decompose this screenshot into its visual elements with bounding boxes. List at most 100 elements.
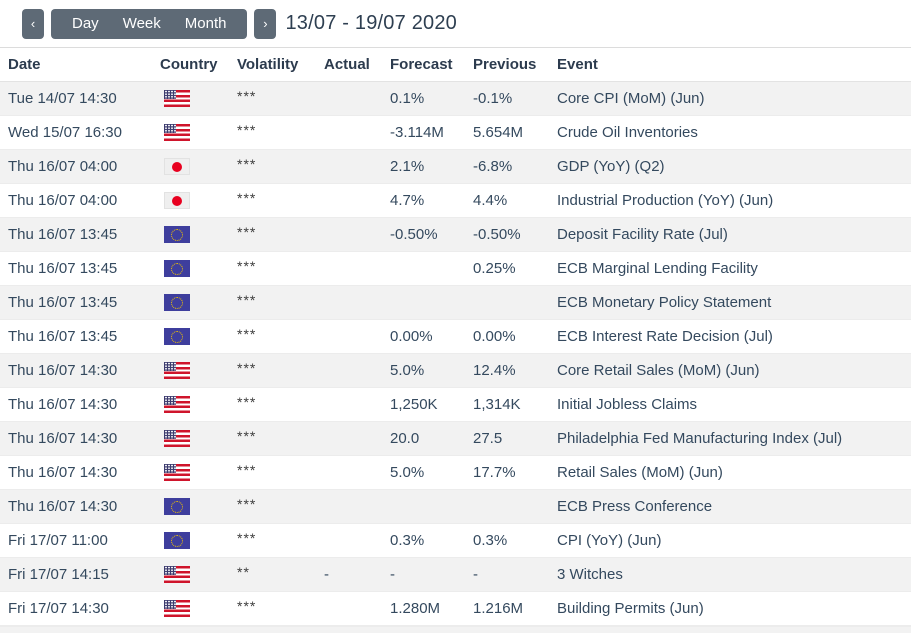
forecast-value: 1,250K (390, 396, 438, 413)
flag-jp-icon (164, 192, 190, 210)
flag-us-icon (164, 90, 190, 108)
flag-eu-icon (164, 260, 190, 278)
event-name[interactable]: Core CPI (MoM) (Jun) (557, 90, 705, 107)
column-header-country: Country (160, 56, 218, 73)
event-date: Thu 16/07 14:30 (8, 362, 118, 379)
event-name[interactable]: ECB Interest Rate Decision (Jul) (557, 328, 773, 345)
calendar-toolbar: ‹ Day Week Month › 13/07 - 19/07 2020 (0, 0, 911, 47)
table-row[interactable]: Thu 16/07 13:45 *** ECB Monetary Policy … (0, 286, 911, 320)
country-cell (160, 498, 237, 516)
view-day-button[interactable]: Day (60, 9, 111, 39)
volatility-stars: *** (237, 427, 257, 444)
volatility-stars: *** (237, 121, 257, 138)
event-name[interactable]: Building Permits (Jun) (557, 600, 704, 617)
event-name[interactable]: Philadelphia Fed Manufacturing Index (Ju… (557, 430, 843, 447)
country-cell (160, 90, 237, 108)
previous-value: 17.7% (473, 464, 516, 481)
event-date: Thu 16/07 13:45 (8, 260, 118, 277)
event-name[interactable]: Crude Oil Inventories (557, 124, 698, 141)
table-row[interactable]: Thu 16/07 14:30 *** 1,250K 1,314K Initia… (0, 388, 911, 422)
flag-us-icon (164, 124, 190, 142)
country-cell (160, 566, 237, 584)
previous-value: 0.00% (473, 328, 516, 345)
event-name[interactable]: Deposit Facility Rate (Jul) (557, 226, 728, 243)
volatility-stars: *** (237, 461, 257, 478)
volatility-stars: *** (237, 597, 257, 614)
flag-eu-icon (164, 226, 190, 244)
previous-value: 4.4% (473, 192, 508, 209)
country-cell (160, 464, 237, 482)
table-row[interactable]: Thu 16/07 13:45 *** -0.50% -0.50% Deposi… (0, 218, 911, 252)
event-name[interactable]: CPI (YoY) (Jun) (557, 532, 662, 549)
event-date: Thu 16/07 14:30 (8, 430, 118, 447)
table-row[interactable]: Thu 16/07 14:30 *** 20.0 27.5 Philadelph… (0, 422, 911, 456)
previous-value: -6.8% (473, 158, 513, 175)
flag-eu-icon (164, 328, 190, 346)
column-header-previous: Previous (473, 56, 537, 73)
flag-us-icon (164, 464, 190, 482)
actual-value: - (324, 566, 329, 583)
event-name[interactable]: ECB Press Conference (557, 498, 713, 515)
volatility-stars: *** (237, 257, 257, 274)
event-name[interactable]: Industrial Production (YoY) (Jun) (557, 192, 774, 209)
table-row[interactable]: Thu 16/07 13:45 *** 0.25% ECB Marginal L… (0, 252, 911, 286)
event-name[interactable]: Retail Sales (MoM) (Jun) (557, 464, 723, 481)
forecast-value: 0.00% (390, 328, 433, 345)
country-cell (160, 294, 237, 312)
view-month-button[interactable]: Month (173, 9, 239, 39)
volatility-stars: *** (237, 393, 257, 410)
table-row[interactable]: Tue 14/07 14:30 *** 0.1% -0.1% Core CPI … (0, 82, 911, 116)
previous-value: -0.1% (473, 90, 513, 107)
view-week-button[interactable]: Week (111, 9, 173, 39)
table-row[interactable]: Fri 17/07 14:30 *** 1.280M 1.216M Buildi… (0, 592, 911, 626)
event-name[interactable]: Initial Jobless Claims (557, 396, 698, 413)
event-date: Fri 17/07 11:00 (8, 532, 108, 549)
country-cell (160, 328, 237, 346)
forecast-value: 20.0 (390, 430, 420, 447)
event-name[interactable]: Core Retail Sales (MoM) (Jun) (557, 362, 760, 379)
previous-value: 1,314K (473, 396, 521, 413)
event-date: Thu 16/07 14:30 (8, 464, 118, 481)
table-row[interactable]: Thu 16/07 04:00 *** 4.7% 4.4% Industrial… (0, 184, 911, 218)
event-date: Thu 16/07 13:45 (8, 328, 118, 345)
table-row[interactable]: Thu 16/07 14:30 *** 5.0% 17.7% Retail Sa… (0, 456, 911, 490)
event-name[interactable]: ECB Monetary Policy Statement (557, 294, 772, 311)
volatility-stars: *** (237, 223, 257, 240)
column-header-forecast: Forecast (390, 56, 453, 73)
table-row[interactable]: Thu 16/07 14:30 *** 5.0% 12.4% Core Reta… (0, 354, 911, 388)
event-date: Thu 16/07 13:45 (8, 226, 118, 243)
event-date: Thu 16/07 04:00 (8, 192, 118, 209)
volatility-stars: *** (237, 87, 257, 104)
country-cell (160, 158, 237, 176)
table-row[interactable]: Thu 16/07 14:30 *** ECB Press Conference (0, 490, 911, 524)
forecast-value: 1.280M (390, 600, 441, 617)
event-name[interactable]: ECB Marginal Lending Facility (557, 260, 758, 277)
table-row[interactable]: Wed 15/07 16:30 *** -3.114M 5.654M Crude… (0, 116, 911, 150)
event-name[interactable]: GDP (YoY) (Q2) (557, 158, 665, 175)
next-week-button[interactable]: › (254, 8, 277, 39)
volatility-stars: *** (237, 359, 257, 376)
volatility-stars: *** (237, 291, 257, 308)
table-row[interactable]: Fri 17/07 14:15 ** - - - 3 Witches (0, 558, 911, 592)
event-date: Thu 16/07 14:30 (8, 396, 118, 413)
country-cell (160, 260, 237, 278)
previous-value: 0.3% (473, 532, 508, 549)
volatility-stars: *** (237, 529, 257, 546)
event-name[interactable]: 3 Witches (557, 566, 623, 583)
prev-week-button[interactable]: ‹ (22, 8, 44, 39)
table-row[interactable]: Thu 16/07 04:00 *** 2.1% -6.8% GDP (YoY)… (0, 150, 911, 184)
event-date: Thu 16/07 13:45 (8, 294, 118, 311)
event-table-body: Tue 14/07 14:30 *** 0.1% -0.1% Core CPI … (0, 82, 911, 626)
country-cell (160, 396, 237, 414)
previous-value: 5.654M (473, 124, 524, 141)
event-date: Tue 14/07 14:30 (8, 90, 117, 107)
flag-us-icon (164, 396, 190, 414)
economic-calendar-table: Date Country Volatility Actual Forecast … (0, 47, 911, 633)
country-cell (160, 362, 237, 380)
date-range-title: 13/07 - 19/07 2020 (285, 12, 457, 34)
country-cell (160, 430, 237, 448)
table-row[interactable]: Fri 17/07 11:00 *** 0.3% 0.3% CPI (YoY) … (0, 524, 911, 558)
flag-eu-icon (164, 532, 190, 550)
flag-us-icon (164, 566, 190, 584)
table-row[interactable]: Thu 16/07 13:45 *** 0.00% 0.00% ECB Inte… (0, 320, 911, 354)
